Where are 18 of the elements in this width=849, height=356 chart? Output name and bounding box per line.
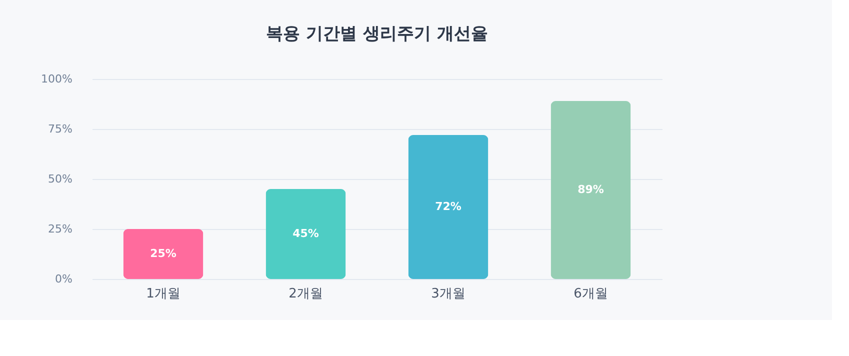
y-tick-label: 75% [48, 122, 72, 136]
x-tick-label: 1개월 [146, 286, 180, 302]
x-tick-label: 6개월 [574, 286, 608, 302]
data-label: 45% [292, 227, 319, 240]
bar [123, 229, 204, 279]
bar [408, 135, 488, 279]
data-label: 25% [150, 247, 176, 260]
chart-title: 복용 기간별 생리주기 개선율 [266, 24, 488, 44]
x-tick-label: 2개월 [288, 286, 323, 302]
bar [266, 189, 346, 279]
x-tick-label: 3개월 [431, 286, 466, 302]
y-tick-label: 0% [55, 272, 72, 286]
y-tick-label: 25% [48, 222, 72, 236]
y-tick-label: 50% [48, 172, 72, 186]
bar [550, 101, 631, 279]
data-label: 89% [578, 183, 604, 196]
y-tick-label: 100% [41, 72, 72, 86]
data-label: 72% [435, 200, 462, 213]
